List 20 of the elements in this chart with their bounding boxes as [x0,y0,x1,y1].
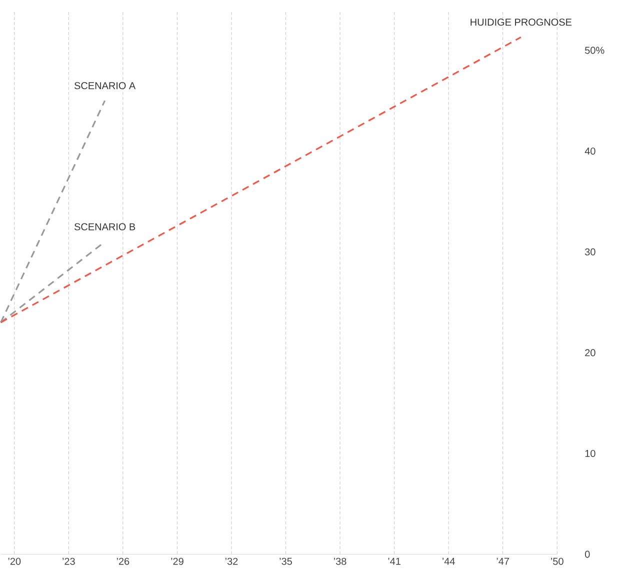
y-tick-label: 20 [585,349,596,356]
y-tick-label: 50% [585,46,604,54]
x-tick-label: ’50 [551,558,564,565]
x-tick-label: ’26 [116,558,130,565]
x-tick-label: ’47 [496,558,509,565]
x-tick-label: ’35 [280,558,292,565]
x-tick-label: ’29 [171,558,184,565]
series-label: HUIDIGE PROGNOSE [470,18,572,26]
x-tick-label: ’20 [8,558,21,565]
x-tick-label: ’41 [388,558,400,565]
y-tick-label: 10 [585,450,596,457]
y-tick-label: 40 [584,147,596,155]
series-label: SCENARIO B [74,223,136,230]
x-tick-label: ’23 [62,558,75,565]
x-tick-label: ’44 [442,558,455,565]
y-tick-label: 0 [584,550,590,558]
series-label: SCENARIO A [74,82,136,90]
x-tick-label: ’32 [225,558,238,565]
x-tick-label: ’38 [334,558,346,565]
y-tick-label: 30 [584,248,596,256]
